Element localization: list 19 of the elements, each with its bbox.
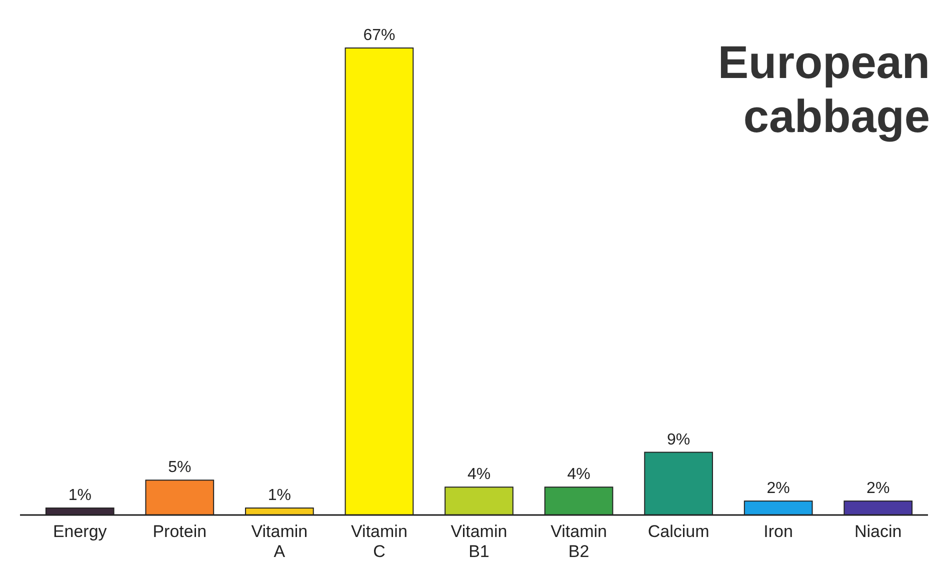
x-tick-label: Vitamin A [251, 522, 308, 561]
x-tick-label: Energy [52, 522, 108, 541]
data-label: 4% [467, 466, 491, 484]
data-label: 2% [766, 480, 790, 498]
data-label: 1% [68, 487, 92, 504]
data-label: 2% [866, 480, 890, 498]
chart-title: European cabbage [718, 36, 930, 142]
data-label: 9% [666, 431, 690, 448]
x-tick-label: Iron [764, 522, 793, 541]
data-label: 5% [168, 459, 192, 476]
data-label: 67% [363, 27, 396, 44]
x-tick-label: Protein [152, 522, 207, 541]
x-tick-label: Vitamin B1 [450, 522, 508, 561]
data-label: 4% [567, 466, 590, 484]
x-tick-label: Niacin [854, 522, 902, 541]
data-label: 1% [268, 487, 292, 504]
x-tick-label: Calcium [648, 522, 710, 541]
x-tick-label: Vitamin B2 [550, 522, 607, 561]
x-tick-label: Vitamin C [351, 522, 408, 561]
